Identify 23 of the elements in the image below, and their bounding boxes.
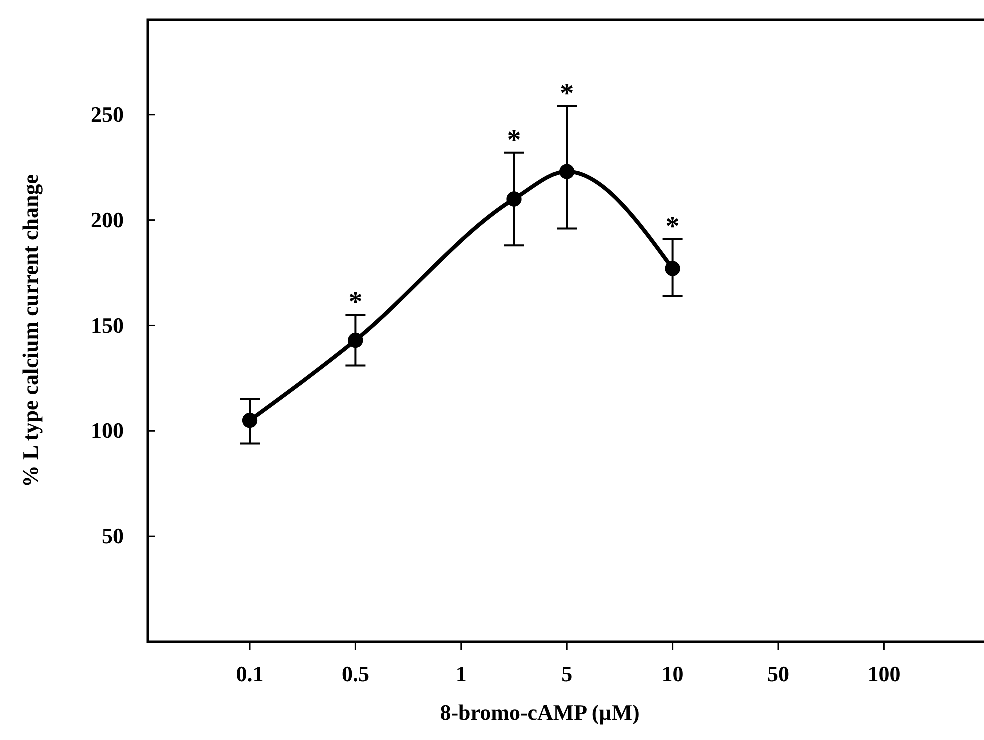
y-tick-label: 50 — [102, 524, 124, 549]
point — [348, 332, 364, 348]
y-tick-label: 200 — [91, 207, 124, 232]
point — [506, 192, 522, 207]
x-tick-label: 1 — [456, 662, 467, 687]
annotation: * — [666, 211, 680, 242]
y-tick-label: 250 — [91, 102, 124, 127]
x-tick-label: 0.5 — [342, 662, 370, 687]
annotation: * — [348, 287, 363, 318]
y-tick-label: 100 — [91, 418, 124, 444]
point — [242, 413, 258, 428]
annotation: * — [560, 78, 574, 110]
point — [560, 164, 575, 180]
y-axis-title: % L type calcium current change — [18, 174, 43, 488]
x-tick-label: 10 — [662, 662, 684, 687]
x-tick-label: 50 — [768, 662, 790, 687]
y-tick-label: 150 — [91, 312, 124, 338]
x-tick-label: 100 — [868, 662, 901, 687]
annotation: * — [507, 124, 522, 156]
x-tick-label: 5 — [562, 662, 573, 687]
point — [665, 261, 680, 276]
x-tick-label: 0.1 — [236, 662, 264, 687]
x-axis-title: 8-bromo-cAMP (μM) — [440, 700, 640, 725]
